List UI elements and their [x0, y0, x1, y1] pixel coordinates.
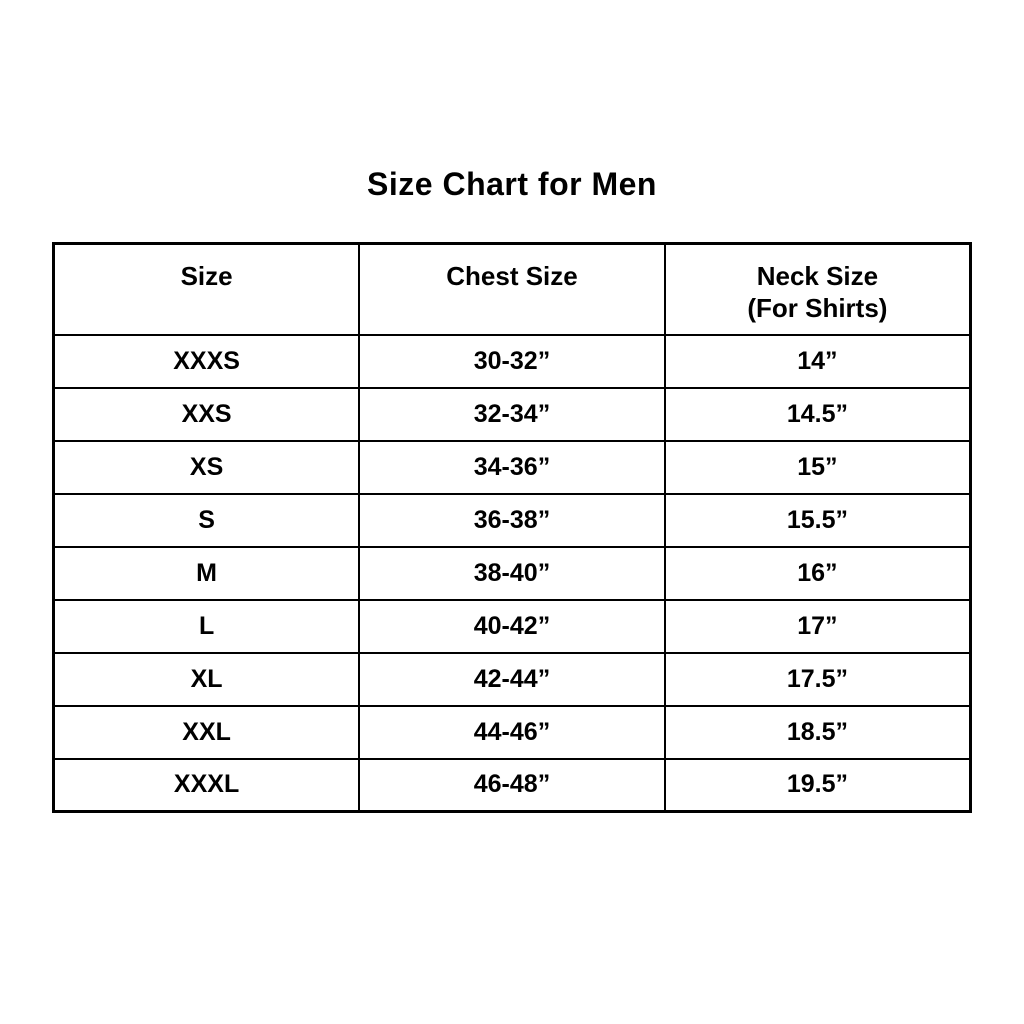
- header-chest-size: Chest Size: [358, 242, 666, 336]
- chest-cell: 46-48”: [358, 757, 666, 813]
- neck-cell: 17”: [663, 598, 972, 654]
- neck-cell: 15”: [663, 439, 972, 495]
- size-cell: XL: [52, 651, 361, 707]
- chest-cell: 38-40”: [358, 545, 666, 601]
- neck-cell: 16”: [663, 545, 972, 601]
- table-row: L 40-42” 17”: [52, 598, 972, 654]
- chest-cell: 40-42”: [358, 598, 666, 654]
- header-size-label: Size: [180, 261, 233, 291]
- header-neck-size: Neck Size (For Shirts): [663, 242, 972, 336]
- header-neck-size-sublabel: (For Shirts): [747, 293, 888, 323]
- size-cell: XXS: [52, 386, 361, 442]
- neck-cell: 17.5”: [663, 651, 972, 707]
- header-neck-size-label: Neck Size: [756, 261, 879, 291]
- size-cell: XS: [52, 439, 361, 495]
- table-row: XXXL 46-48” 19.5”: [52, 757, 972, 813]
- neck-cell: 19.5”: [663, 757, 972, 813]
- chest-cell: 44-46”: [358, 704, 666, 760]
- chest-cell: 30-32”: [358, 333, 666, 389]
- neck-cell: 14.5”: [663, 386, 972, 442]
- size-chart-table: Size Chest Size Neck Size (For Shirts) X…: [52, 242, 972, 813]
- table-row: XS 34-36” 15”: [52, 439, 972, 495]
- size-cell: XXL: [52, 704, 361, 760]
- header-row: Size Chest Size Neck Size (For Shirts): [52, 242, 972, 336]
- chest-cell: 32-34”: [358, 386, 666, 442]
- table-row: XXL 44-46” 18.5”: [52, 704, 972, 760]
- chest-cell: 36-38”: [358, 492, 666, 548]
- chest-cell: 42-44”: [358, 651, 666, 707]
- size-cell: XXXL: [52, 757, 361, 813]
- page-title: Size Chart for Men: [367, 166, 657, 202]
- size-cell: M: [52, 545, 361, 601]
- neck-cell: 18.5”: [663, 704, 972, 760]
- table-row: M 38-40” 16”: [52, 545, 972, 601]
- table-row: XL 42-44” 17.5”: [52, 651, 972, 707]
- size-cell: L: [52, 598, 361, 654]
- chest-cell: 34-36”: [358, 439, 666, 495]
- header-size: Size: [52, 242, 361, 336]
- header-chest-size-label: Chest Size: [446, 261, 578, 291]
- table-row: S 36-38” 15.5”: [52, 492, 972, 548]
- neck-cell: 15.5”: [663, 492, 972, 548]
- table-row: XXXS 30-32” 14”: [52, 333, 972, 389]
- size-cell: S: [52, 492, 361, 548]
- neck-cell: 14”: [663, 333, 972, 389]
- size-cell: XXXS: [52, 333, 361, 389]
- table-row: XXS 32-34” 14.5”: [52, 386, 972, 442]
